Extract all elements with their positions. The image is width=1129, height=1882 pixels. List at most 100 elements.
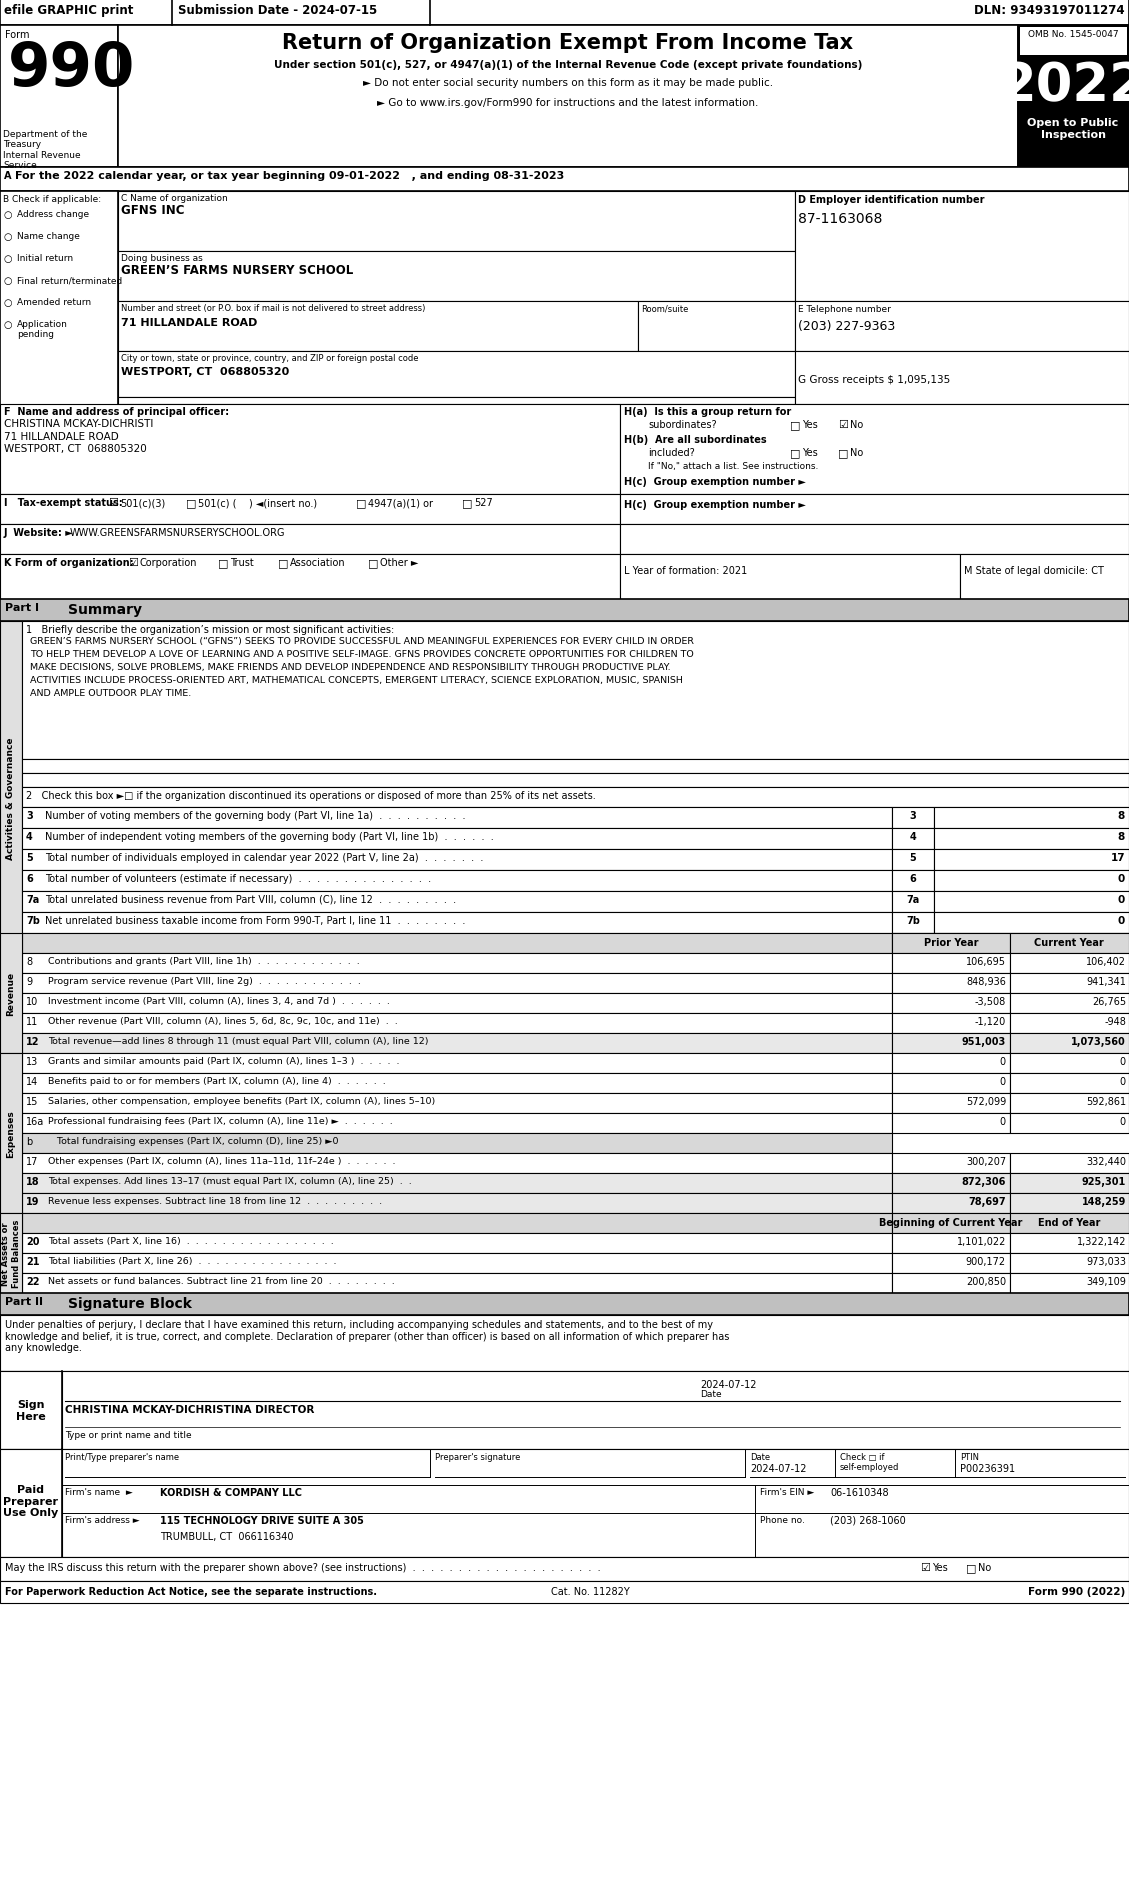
Text: Sign
Here: Sign Here <box>16 1398 46 1421</box>
Text: Print/Type preparer's name: Print/Type preparer's name <box>65 1453 180 1460</box>
Text: Cat. No. 11282Y: Cat. No. 11282Y <box>551 1587 629 1596</box>
Text: Under section 501(c), 527, or 4947(a)(1) of the Internal Revenue Code (except pr: Under section 501(c), 527, or 4947(a)(1)… <box>274 60 863 70</box>
Text: F  Name and address of principal officer:: F Name and address of principal officer: <box>5 407 229 416</box>
Bar <box>1010 1054 1129 1073</box>
Bar <box>21 1033 892 1054</box>
Bar <box>892 1172 1010 1193</box>
Bar <box>0 600 1129 621</box>
Bar <box>0 0 1129 26</box>
Text: 8: 8 <box>26 956 32 967</box>
Bar <box>0 1556 1129 1581</box>
Bar <box>795 192 1129 301</box>
Text: ○: ○ <box>5 277 12 286</box>
Bar <box>21 760 1129 774</box>
Text: Paid
Preparer
Use Only: Paid Preparer Use Only <box>3 1485 59 1517</box>
Text: PTIN: PTIN <box>960 1453 979 1460</box>
Bar <box>1010 1014 1129 1033</box>
Text: 6: 6 <box>26 873 33 883</box>
Text: Firm's address ►: Firm's address ► <box>65 1515 140 1524</box>
Text: 71 HILLANDALE ROAD: 71 HILLANDALE ROAD <box>121 318 257 327</box>
Text: ○: ○ <box>5 211 12 220</box>
Bar <box>620 405 1129 495</box>
Bar <box>892 913 934 933</box>
Text: 5: 5 <box>26 853 33 862</box>
Text: WESTPORT, CT  068805320: WESTPORT, CT 068805320 <box>121 367 289 376</box>
Bar <box>21 621 1129 760</box>
Text: Net unrelated business taxable income from Form 990-T, Part I, line 11  .  .  . : Net unrelated business taxable income fr… <box>45 915 465 926</box>
Bar <box>892 1233 1010 1253</box>
Text: 106,695: 106,695 <box>966 956 1006 967</box>
Text: Number and street (or P.O. box if mail is not delivered to street address): Number and street (or P.O. box if mail i… <box>121 303 426 312</box>
Text: Address change: Address change <box>17 211 89 218</box>
Bar <box>21 871 892 892</box>
Text: □: □ <box>186 497 196 508</box>
Text: DLN: 93493197011274: DLN: 93493197011274 <box>974 4 1124 17</box>
Bar <box>0 1449 1129 1556</box>
Text: 4: 4 <box>26 832 33 841</box>
Text: 14: 14 <box>26 1077 38 1086</box>
Text: Benefits paid to or for members (Part IX, column (A), line 4)  .  .  .  .  .  .: Benefits paid to or for members (Part IX… <box>49 1077 386 1086</box>
Text: 8: 8 <box>1118 832 1124 841</box>
Bar <box>0 1316 1129 1372</box>
Text: 9: 9 <box>26 977 32 986</box>
Text: E Telephone number: E Telephone number <box>798 305 891 314</box>
Text: 973,033: 973,033 <box>1086 1257 1126 1267</box>
Text: 900,172: 900,172 <box>966 1257 1006 1267</box>
Text: b: b <box>26 1137 33 1146</box>
Text: 8: 8 <box>1118 811 1124 821</box>
Text: Return of Organization Exempt From Income Tax: Return of Organization Exempt From Incom… <box>282 34 854 53</box>
Text: 10: 10 <box>26 996 38 1007</box>
Text: ○: ○ <box>5 231 12 243</box>
Bar <box>21 954 892 973</box>
Text: Beginning of Current Year: Beginning of Current Year <box>879 1218 1023 1227</box>
Text: A: A <box>5 171 11 181</box>
Text: (203) 227-9363: (203) 227-9363 <box>798 320 895 333</box>
Text: Number of voting members of the governing body (Part VI, line 1a)  .  .  .  .  .: Number of voting members of the governin… <box>45 811 465 821</box>
Bar <box>1010 1114 1129 1133</box>
Text: Current Year: Current Year <box>1034 937 1104 947</box>
Text: Net assets or fund balances. Subtract line 21 from line 20  .  .  .  .  .  .  . : Net assets or fund balances. Subtract li… <box>49 1276 395 1285</box>
Bar <box>21 1172 892 1193</box>
Text: Corporation: Corporation <box>140 557 198 568</box>
Text: Initial return: Initial return <box>17 254 73 263</box>
Text: Total unrelated business revenue from Part VIII, column (C), line 12  .  .  .  .: Total unrelated business revenue from Pa… <box>45 894 456 905</box>
Text: Final return/terminated: Final return/terminated <box>17 277 122 284</box>
Text: Other ►: Other ► <box>380 557 419 568</box>
Text: 6: 6 <box>910 873 917 883</box>
Bar <box>21 913 892 933</box>
Text: included?: included? <box>648 448 694 457</box>
Text: Salaries, other compensation, employee benefits (Part IX, column (A), lines 5–10: Salaries, other compensation, employee b… <box>49 1097 436 1105</box>
Bar <box>0 1214 21 1293</box>
Text: 15: 15 <box>26 1097 38 1107</box>
Text: AND AMPLE OUTDOOR PLAY TIME.: AND AMPLE OUTDOOR PLAY TIME. <box>30 689 191 698</box>
Text: 106,402: 106,402 <box>1086 956 1126 967</box>
Text: K Form of organization:: K Form of organization: <box>5 557 133 568</box>
Text: 71 HILLANDALE ROAD: 71 HILLANDALE ROAD <box>5 431 119 442</box>
Bar <box>892 933 1129 954</box>
Text: Form: Form <box>5 30 29 40</box>
Text: End of Year: End of Year <box>1038 1218 1100 1227</box>
Bar <box>21 1073 892 1093</box>
Text: Firm's EIN ►: Firm's EIN ► <box>760 1487 814 1496</box>
Bar <box>21 1114 892 1133</box>
Text: 7b: 7b <box>26 915 40 926</box>
Text: □: □ <box>790 420 800 429</box>
Bar <box>21 973 892 994</box>
Text: Revenue less expenses. Subtract line 18 from line 12  .  .  .  .  .  .  .  .  .: Revenue less expenses. Subtract line 18 … <box>49 1197 382 1204</box>
Bar <box>892 1253 1010 1274</box>
Text: Professional fundraising fees (Part IX, column (A), line 11e) ►  .  .  .  .  .  : Professional fundraising fees (Part IX, … <box>49 1116 393 1125</box>
Text: efile GRAPHIC print: efile GRAPHIC print <box>5 4 133 17</box>
Text: L Year of formation: 2021: L Year of formation: 2021 <box>624 566 747 576</box>
Text: 06-1610348: 06-1610348 <box>830 1487 889 1498</box>
Text: Total fundraising expenses (Part IX, column (D), line 25) ►0: Total fundraising expenses (Part IX, col… <box>49 1137 339 1146</box>
Bar <box>934 828 1129 849</box>
Bar <box>21 1093 892 1114</box>
Bar <box>892 1033 1010 1054</box>
Text: WWW.GREENSFARMSNURSERYSCHOOL.ORG: WWW.GREENSFARMSNURSERYSCHOOL.ORG <box>70 527 286 538</box>
Text: 3: 3 <box>26 811 33 821</box>
Text: 17: 17 <box>26 1156 38 1167</box>
Text: ☑: ☑ <box>838 420 848 429</box>
Text: CHRISTINA MCKAY-DICHRISTINA DIRECTOR: CHRISTINA MCKAY-DICHRISTINA DIRECTOR <box>65 1404 314 1413</box>
Bar <box>1010 1233 1129 1253</box>
Text: 0: 0 <box>1118 894 1124 905</box>
